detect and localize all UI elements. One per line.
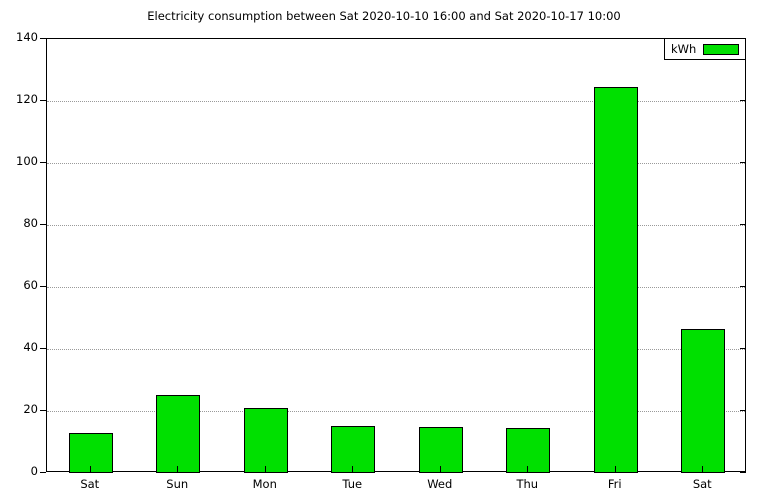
bar <box>331 426 376 473</box>
bar <box>593 87 638 473</box>
gridline <box>47 349 745 350</box>
x-tick-mark <box>527 466 529 472</box>
y-tick-mark-right <box>740 38 746 39</box>
y-tick-mark <box>40 162 46 163</box>
y-tick-mark-right <box>740 348 746 349</box>
y-tick-mark <box>40 348 46 349</box>
y-axis-tick-label: 20 <box>23 402 38 416</box>
x-axis-tick-label: Mon <box>252 477 277 491</box>
x-tick-mark <box>352 466 354 472</box>
x-tick-mark <box>177 466 179 472</box>
y-axis-tick-label: 140 <box>16 30 38 44</box>
legend-entry: kWh <box>665 39 740 60</box>
bar <box>243 408 288 473</box>
y-tick-mark <box>40 410 46 411</box>
y-tick-mark <box>40 38 46 39</box>
gridline <box>47 287 745 288</box>
bar <box>506 428 551 473</box>
x-tick-mark <box>89 466 91 472</box>
plot-area <box>46 38 746 473</box>
y-tick-mark-right <box>740 224 746 225</box>
y-tick-mark-right <box>740 286 746 287</box>
x-axis-tick-label: Thu <box>516 477 539 491</box>
y-axis-tick-label: 100 <box>16 154 38 168</box>
x-axis-tick-label: Fri <box>607 477 622 491</box>
y-tick-mark <box>40 286 46 287</box>
bar <box>418 427 463 473</box>
chart-title: Electricity consumption between Sat 2020… <box>147 9 621 23</box>
gridline <box>47 163 745 164</box>
y-tick-mark <box>40 472 46 473</box>
y-axis-tick-label: 120 <box>16 92 38 106</box>
y-tick-mark-right <box>740 472 746 473</box>
bar <box>68 433 113 473</box>
x-tick-mark <box>264 466 266 472</box>
y-axis-tick-label: 80 <box>23 216 38 230</box>
x-tick-mark <box>439 466 441 472</box>
x-axis-tick-label: Tue <box>342 477 363 491</box>
x-axis-tick-label: Sun <box>166 477 189 491</box>
y-tick-mark-right <box>740 162 746 163</box>
y-axis-tick-label: 0 <box>30 464 38 478</box>
y-tick-mark <box>40 100 46 101</box>
bar <box>681 328 726 473</box>
x-axis-tick-label: Sat <box>692 477 712 491</box>
gridline <box>47 101 745 102</box>
gridline <box>47 225 745 226</box>
x-tick-mark <box>702 466 704 472</box>
y-axis-tick-label: 60 <box>23 278 38 292</box>
legend-swatch-kwh <box>703 44 740 55</box>
y-tick-mark-right <box>740 100 746 101</box>
y-axis-tick-label: 40 <box>23 340 38 354</box>
legend-label: kWh <box>671 41 697 56</box>
x-tick-mark <box>614 466 616 472</box>
gridline <box>47 411 745 412</box>
y-tick-mark <box>40 224 46 225</box>
x-axis-tick-label: Sat <box>80 477 100 491</box>
bar <box>156 394 201 473</box>
x-axis-tick-label: Wed <box>427 477 453 491</box>
y-tick-mark-right <box>740 410 746 411</box>
legend: kWh <box>664 39 746 60</box>
